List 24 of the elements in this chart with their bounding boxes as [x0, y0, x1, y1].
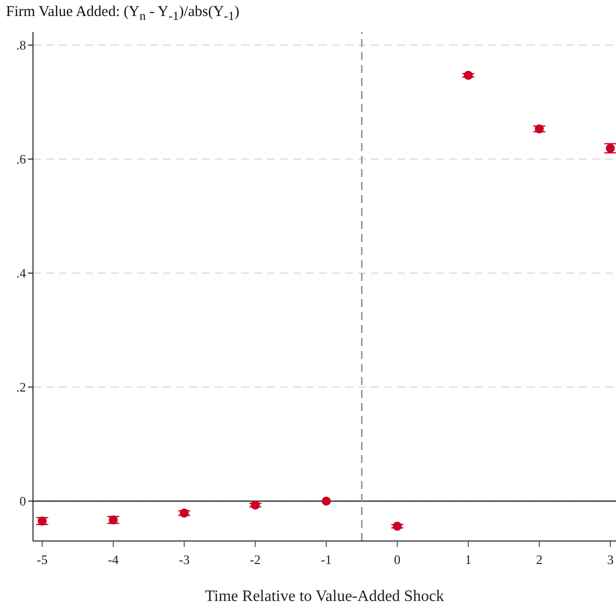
x-tick-label: -5	[36, 552, 48, 568]
point	[534, 124, 544, 134]
point	[392, 522, 402, 531]
point	[108, 515, 118, 524]
y-tick-label: .6	[16, 152, 26, 167]
x-tick-label: 3	[607, 552, 614, 568]
x-tick-label: 0	[394, 552, 401, 568]
point	[38, 516, 47, 526]
x-tick-label: -3	[178, 552, 190, 568]
y-tick-label: 0	[20, 494, 26, 509]
point	[322, 496, 331, 506]
y-tick-label: .8	[16, 38, 26, 53]
y-tick-label: .2	[16, 380, 26, 395]
y-tick-label: .4	[16, 266, 26, 281]
x-tick-label: -1	[320, 552, 332, 568]
point	[250, 500, 260, 510]
point	[464, 70, 473, 80]
x-tick-label: -2	[250, 552, 261, 568]
x-axis-title: Time Relative to Value-Added Shock	[204, 588, 444, 605]
x-tick-label: -4	[108, 552, 120, 568]
x-tick-label: 1	[465, 552, 472, 568]
chart-title: Firm Value Added: (Y$_{n}$ - Y$_{-1}$)/abs(Y$_{-1}$)	[6, 4, 240, 24]
point	[180, 508, 189, 518]
x-tick-label: 2	[536, 552, 543, 568]
